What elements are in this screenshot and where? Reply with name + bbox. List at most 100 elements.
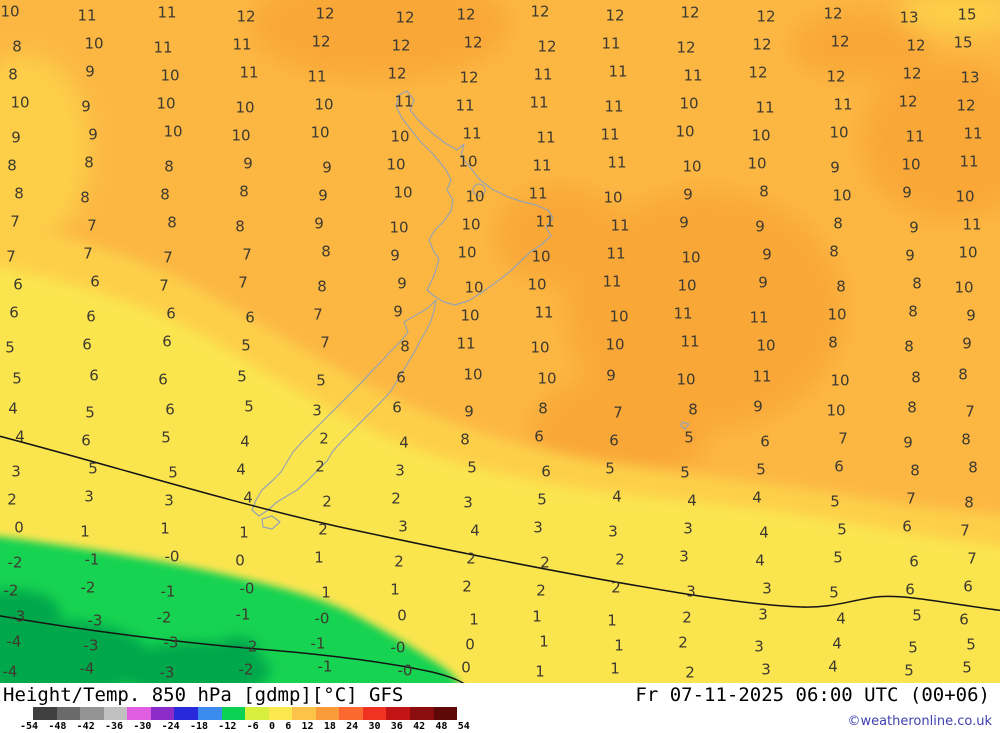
color-scale-tick: -18	[189, 721, 209, 732]
color-scale-segment	[386, 707, 410, 720]
color-scale-tick: 36	[390, 721, 403, 732]
temperature-value: 4	[612, 487, 622, 506]
temperature-value: 8	[14, 184, 24, 203]
temperature-value: 1	[539, 632, 549, 651]
temperature-value: 11	[962, 215, 982, 234]
map-region: 10 11 11 12 12 12 12 12 12 12 12 12 13 15 8 10 11 11 12 12 1…	[0, 0, 1000, 683]
temperature-value: 9	[606, 366, 616, 385]
temperature-value: 11	[77, 6, 97, 25]
temperature-value: 5	[684, 428, 694, 447]
temperature-value: 3	[761, 660, 771, 679]
temperature-value: 3	[398, 517, 408, 536]
temperature-value: 9	[390, 246, 400, 265]
coastline-south-island	[251, 299, 437, 517]
temperature-value: 6	[396, 368, 406, 387]
temperature-value: 11	[610, 216, 630, 235]
temperature-value: 11	[455, 96, 475, 115]
temperature-value: 11	[394, 92, 414, 111]
temperature-value: 5	[756, 460, 766, 479]
temp-fill-yellow-region	[0, 267, 1000, 683]
temperature-value: 11	[608, 62, 628, 81]
temperature-value: 10	[235, 98, 255, 117]
temperature-value: 2	[7, 490, 17, 509]
temperature-value: 9	[243, 154, 253, 173]
temperature-value: 12	[676, 38, 696, 57]
temperature-value: 10	[955, 187, 975, 206]
color-scale-segment	[150, 707, 175, 720]
temperature-value: 10	[527, 275, 547, 294]
temperature-value: 11	[606, 244, 626, 263]
temperature-value: 2	[682, 608, 692, 627]
color-scale-segment	[221, 707, 246, 720]
temperature-value: 4	[759, 523, 769, 542]
temperature-value: 10	[609, 307, 629, 326]
temperature-value: 12	[748, 63, 768, 82]
temperature-value: 6	[89, 366, 99, 385]
color-scale-tick: 6	[285, 721, 292, 732]
temperature-value: 6	[905, 580, 915, 599]
temperature-value: 8	[688, 400, 698, 419]
temperature-value: 1	[314, 548, 324, 567]
temperature-value: 5	[537, 490, 547, 509]
temperature-value: 3	[762, 579, 772, 598]
temperature-value: 5	[161, 428, 171, 447]
temperature-value: 8	[460, 430, 470, 449]
temperature-value: -4	[2, 662, 18, 681]
temperature-value: 10	[531, 247, 551, 266]
temperature-value: 4	[243, 488, 253, 507]
coastline-stewart-island	[261, 515, 281, 530]
color-scale-segment	[245, 707, 269, 720]
color-scale-segment	[410, 707, 434, 720]
temperature-value: -0	[239, 579, 255, 598]
temperature-value: 10	[901, 155, 921, 174]
temperature-value: 10	[0, 2, 20, 21]
temperature-value: -0	[164, 547, 180, 566]
temperature-value: 10	[605, 335, 625, 354]
temperature-value: 5	[830, 492, 840, 511]
temperature-value: 8	[7, 156, 17, 175]
temperature-value: -0	[314, 609, 330, 628]
temperature-value: -2	[242, 637, 258, 656]
temperature-value: 8	[12, 37, 22, 56]
temperature-value: -3	[83, 636, 99, 655]
temperature-value: 0	[14, 518, 24, 537]
temperature-value: 5	[237, 367, 247, 386]
temperature-value: 6	[909, 552, 919, 571]
temperature-value: 12	[315, 4, 335, 23]
temperature-value: -3	[163, 633, 179, 652]
temperature-value: 10	[827, 305, 847, 324]
copyright-link[interactable]: ©weatheronline.co.uk	[847, 714, 992, 729]
color-scale-tick: -54	[20, 721, 39, 732]
temperature-value: 11	[232, 35, 252, 54]
temperature-value: 7	[906, 489, 916, 508]
map-title: Height/Temp. 850 hPa [gdmp][°C] GFS	[3, 684, 404, 706]
color-scale-tick: 24	[346, 721, 359, 732]
temperature-value: 11	[833, 95, 853, 114]
color-scale-segment	[362, 707, 387, 720]
temperature-value: -3	[159, 663, 175, 682]
color-scale-tick: 48	[435, 721, 448, 732]
temperature-value: 9	[966, 306, 976, 325]
temperature-values-layer: 10 11 11 12 12 12 12 12 12 12 12 12 13 15 8 10 11 11 12 12 1…	[0, 2, 982, 682]
temperature-value: -1	[160, 582, 176, 601]
temperature-value: 12	[456, 5, 476, 24]
temperature-value: 3	[758, 605, 768, 624]
temperature-value: 11	[752, 367, 772, 386]
temperature-value: 4	[687, 491, 697, 510]
temperature-value: 10	[954, 278, 974, 297]
temperature-value: 8	[908, 302, 918, 321]
temperature-value: 12	[898, 92, 918, 111]
temperature-value: 7	[159, 276, 169, 295]
temperature-value: 3	[608, 522, 618, 541]
temperature-value: 6	[760, 432, 770, 451]
temperature-value: 11	[673, 304, 693, 323]
temperature-value: 10	[675, 122, 695, 141]
temp-fill-dark-green-patches	[0, 590, 270, 683]
temperature-value: 9	[322, 158, 332, 177]
temperature-value: 12	[530, 2, 550, 21]
height-contour-lines	[0, 435, 1000, 683]
temperature-value: 11	[749, 308, 769, 327]
temperature-value: 9	[755, 217, 765, 236]
temperature-value: 11	[959, 152, 979, 171]
